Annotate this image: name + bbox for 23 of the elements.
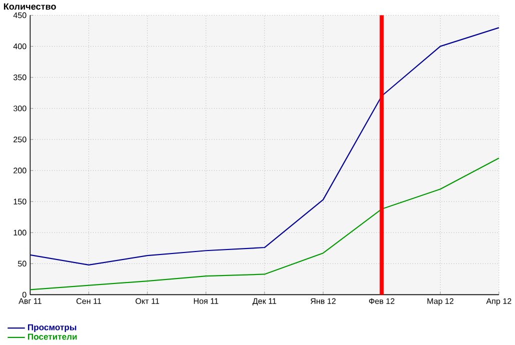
x-tick-label: Фев 12	[369, 298, 394, 304]
x-tick-label: Апр 12	[486, 298, 512, 306]
legend-label: Просмотры	[28, 324, 76, 332]
x-tick-label: Дек 11	[252, 298, 276, 306]
x-tick-label: Окт 11	[136, 298, 160, 304]
line-series	[30, 27, 500, 266]
y-tick-label: 150	[14, 198, 26, 204]
y-tick-label: 400	[13, 43, 26, 50]
y-tick-label: 300	[13, 105, 26, 112]
legend-label: Посетители	[28, 334, 77, 340]
y-tick-label: 350	[13, 74, 26, 80]
y-tick-label: 50	[18, 260, 26, 266]
y-tick-label: 250	[14, 136, 26, 142]
x-tick-label: Авг 11	[18, 298, 42, 304]
y-tick-label: 100	[14, 230, 26, 236]
y-tick-label: 200	[14, 168, 26, 174]
x-tick-label: Янв 12	[310, 298, 336, 304]
y-axis-title: Количество	[4, 3, 56, 10]
y-tick-label: 450	[13, 12, 26, 18]
x-tick-label: Сен 11	[76, 298, 102, 304]
y-tick-label: 0	[22, 292, 26, 298]
x-tick-label: Ноя 11	[194, 298, 218, 304]
x-tick-label: Мар 12	[427, 298, 454, 306]
